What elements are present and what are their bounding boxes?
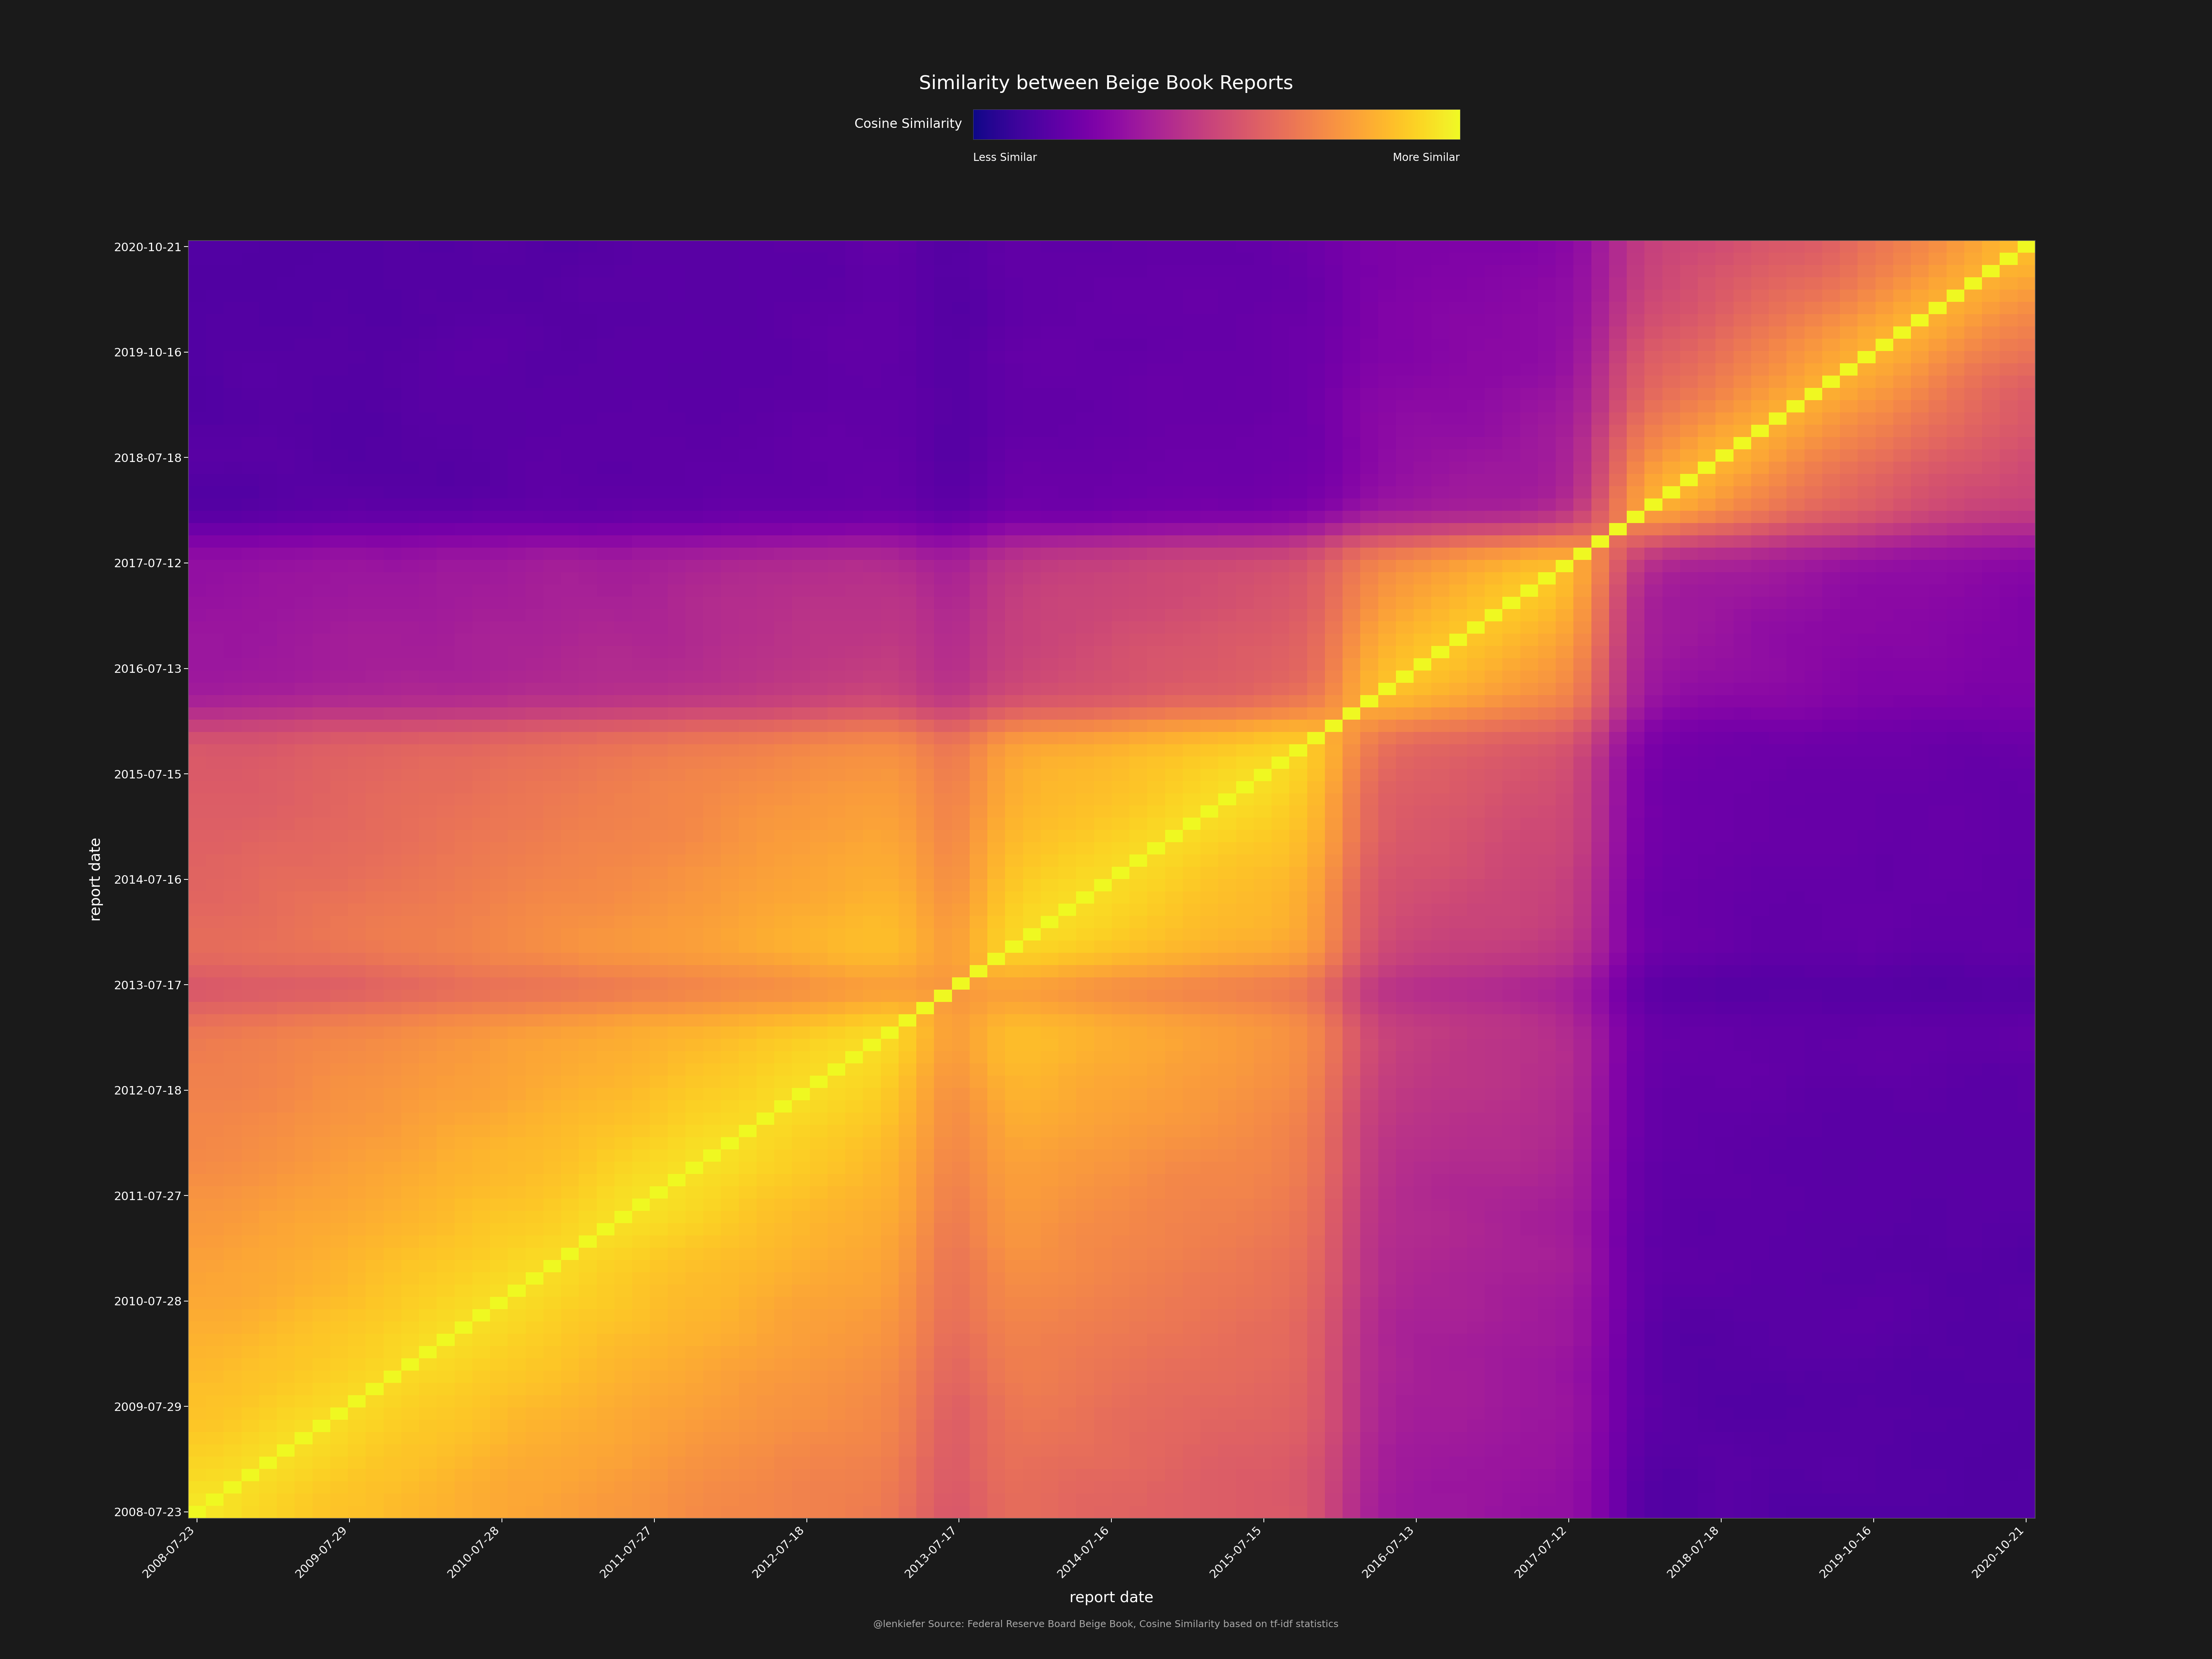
Text: More Similar: More Similar	[1394, 153, 1460, 163]
Text: Similarity between Beige Book Reports: Similarity between Beige Book Reports	[918, 75, 1294, 93]
X-axis label: report date: report date	[1071, 1591, 1152, 1606]
Text: Cosine Similarity: Cosine Similarity	[854, 118, 962, 131]
Text: @lenkiefer Source: Federal Reserve Board Beige Book, Cosine Similarity based on : @lenkiefer Source: Federal Reserve Board…	[874, 1619, 1338, 1629]
Y-axis label: report date: report date	[88, 838, 104, 921]
Text: Less Similar: Less Similar	[973, 153, 1037, 163]
